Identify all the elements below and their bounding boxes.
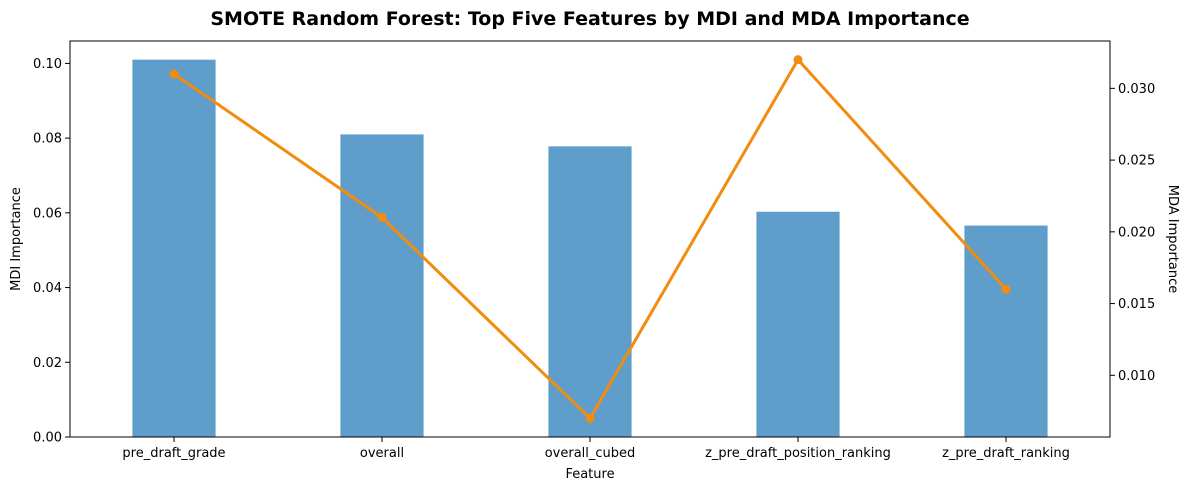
left-tick-label-5: 0.10 [33,57,62,72]
right-axis: 0.010 0.015 0.020 0.025 0.030 [1110,82,1155,384]
left-tick-label-4: 0.08 [33,132,62,147]
right-tick-label-2: 0.020 [1118,225,1155,240]
x-tick-label-2: overall_cubed [545,446,636,461]
left-tick-label-2: 0.04 [33,281,62,296]
bar-1 [340,134,424,437]
right-tick-label-1: 0.015 [1118,297,1155,312]
line-layer [169,55,1011,423]
x-axis-label: Feature [565,467,614,482]
bar-3 [756,211,840,437]
mda-point-4 [1001,284,1011,294]
mda-point-1 [377,212,387,222]
mda-point-2 [585,413,595,423]
right-tick-label-3: 0.025 [1118,154,1155,169]
y-axis-label: MDI Importance [9,187,24,291]
right-tick-label-4: 0.030 [1118,82,1155,97]
x-tick-label-1: overall [360,446,404,461]
left-tick-label-0: 0.00 [33,431,62,446]
bar-2 [548,146,632,437]
x-tick-label-3: z_pre_draft_position_ranking [705,446,891,461]
x-tick-label-4: z_pre_draft_ranking [942,446,1070,461]
mda-point-3 [793,55,803,65]
chart-title: SMOTE Random Forest: Top Five Features b… [210,8,969,30]
left-axis: 0.00 0.02 0.04 0.06 0.08 0.10 [33,57,70,446]
y2-axis-label: MDA Importance [1165,185,1180,294]
x-tick-label-0: pre_draft_grade [122,446,225,461]
x-axis: pre_draft_grade overall overall_cubed z_pre… [122,437,1070,461]
left-tick-label-3: 0.06 [33,206,62,221]
mda-point-0 [169,69,179,79]
bars-layer [132,59,1048,437]
left-tick-label-1: 0.02 [33,356,62,371]
bar-0 [132,59,216,437]
right-tick-label-0: 0.010 [1118,369,1155,384]
